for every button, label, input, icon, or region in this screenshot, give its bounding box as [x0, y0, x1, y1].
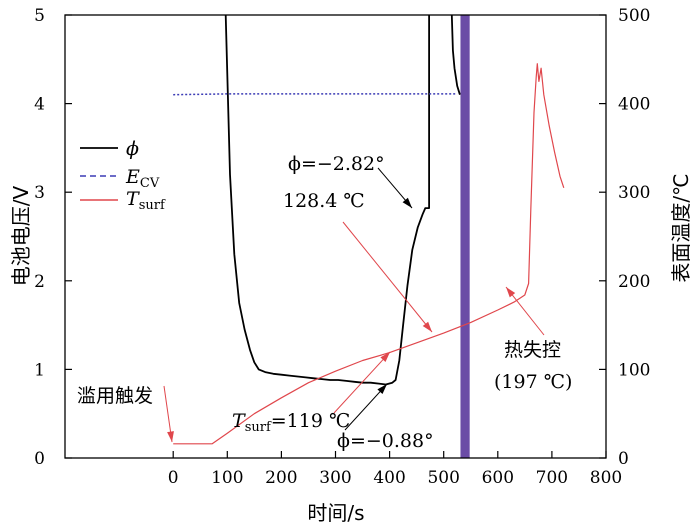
arrow-128-4-head — [422, 321, 432, 332]
arrow-phi-282-head — [402, 197, 412, 208]
annotation-tsurf-119: Tsurf=119 ℃ — [232, 410, 350, 435]
y-left-tick-label: 4 — [34, 95, 45, 115]
y-left-tick-label: 0 — [34, 449, 45, 469]
legend: ϕ ECV Tsurf — [80, 138, 166, 213]
y-right-tick-label: 100 — [618, 360, 650, 380]
x-tick-label: 100 — [211, 468, 243, 488]
arrow-thermal-runaway-head — [506, 287, 516, 298]
y-left-tick-label: 5 — [34, 6, 45, 26]
y-right-tick-label: 400 — [618, 95, 650, 115]
arrow-abuse-trigger-head — [167, 431, 174, 442]
y-right-tick-label: 0 — [618, 449, 629, 469]
series-line-t-surf — [173, 63, 565, 445]
x-tick-label: 0 — [168, 468, 179, 488]
annotations: ϕ=−2.82° 128.4 ℃ 热失控 (197 ℃) 滥用触发 Tsurf=… — [77, 153, 572, 452]
y-right-tick-label: 200 — [618, 272, 650, 292]
y-left-tick-label: 2 — [34, 272, 45, 292]
x-tick-label: 700 — [536, 468, 568, 488]
y-axis-right-label: 表面温度/℃ — [669, 173, 693, 282]
y-right-tick-label: 500 — [618, 6, 650, 26]
arrow-phi-088-head — [377, 384, 387, 395]
series-line-phi — [224, 14, 430, 386]
annotation-phi-088: ϕ=−0.88° — [337, 430, 434, 452]
y-axis-left-label: 电池电压/V — [9, 185, 33, 286]
x-tick-label: 200 — [265, 468, 297, 488]
legend-label-tsurf: Tsurf — [126, 188, 166, 213]
series-line-phi-late — [450, 14, 461, 95]
y-left-tick-label: 3 — [34, 183, 45, 203]
x-tick-label: 500 — [427, 468, 459, 488]
tick-labels: 0 100 200 300 400 500 600 700 800012345010020030… — [34, 6, 650, 488]
arrow-tsurf-119 — [333, 351, 391, 414]
annotation-abuse-trigger: 滥用触发 — [77, 385, 153, 407]
x-tick-label: 400 — [373, 468, 405, 488]
x-axis-label: 时间/s — [307, 501, 364, 525]
annotation-arrows — [163, 167, 545, 443]
legend-label-phi: ϕ — [126, 138, 139, 160]
plot-background — [65, 15, 606, 458]
annotation-128-4: 128.4 ℃ — [283, 190, 365, 212]
x-tick-label: 600 — [482, 468, 514, 488]
arrow-tsurf-119-head — [380, 352, 390, 363]
annotation-phi-282: ϕ=−2.82° — [288, 153, 385, 175]
x-tick-label: 300 — [319, 468, 351, 488]
arrow-128-4 — [342, 221, 433, 333]
series-group — [173, 14, 565, 458]
thermal-band — [460, 15, 470, 458]
annotation-thermal-runaway: 热失控 — [504, 339, 561, 361]
y-left-tick-label: 1 — [34, 360, 45, 380]
legend-label-ecv: ECV — [125, 166, 160, 191]
plot-frame — [64, 14, 607, 459]
series-line-e-cv — [173, 93, 458, 96]
y-right-tick-label: 300 — [618, 183, 650, 203]
x-tick-label: 800 — [590, 468, 622, 488]
annotation-197: (197 ℃) — [494, 371, 572, 393]
